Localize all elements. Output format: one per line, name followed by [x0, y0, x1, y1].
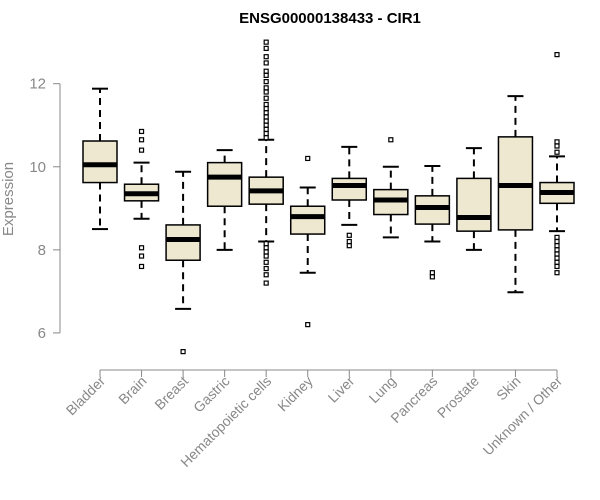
outlier-point — [554, 251, 560, 257]
box-group — [373, 137, 409, 239]
box-series — [82, 39, 575, 355]
outlier-point — [263, 110, 269, 116]
outlier-point — [138, 137, 145, 143]
iqr-box — [206, 161, 243, 207]
box-group — [206, 149, 243, 251]
outlier-point — [554, 247, 560, 253]
outlier-point — [138, 263, 145, 270]
outlier-point — [429, 270, 435, 276]
outlier-point — [263, 45, 269, 51]
outlier-point — [263, 95, 269, 101]
outlier-point — [554, 143, 560, 149]
iqr-box — [456, 177, 492, 232]
outlier-point — [138, 147, 145, 153]
outlier-point — [554, 52, 560, 58]
outlier-point — [263, 241, 269, 247]
box-group — [165, 170, 201, 355]
outlier-point — [263, 135, 269, 141]
outlier-point — [346, 238, 352, 245]
outlier-point — [263, 68, 269, 74]
box-group — [248, 39, 284, 286]
outlier-point — [263, 280, 269, 286]
x-tick-label: Bladder — [63, 373, 109, 419]
x-tick-label: Kidney — [274, 373, 316, 415]
x-tick-label: Skin — [493, 373, 524, 404]
outlier-point — [263, 253, 269, 259]
outlier-point — [429, 274, 435, 280]
iqr-box — [289, 205, 326, 235]
outlier-point — [263, 126, 269, 132]
x-tick-label: Unknown / Other — [480, 373, 566, 459]
x-tick-label: Liver — [325, 373, 358, 406]
outlier-point — [263, 85, 269, 91]
outlier-point — [554, 149, 560, 155]
outlier-point — [554, 263, 560, 270]
outlier-point — [263, 72, 269, 78]
outlier-point — [554, 238, 560, 245]
outlier-point — [346, 243, 352, 249]
y-axis: 6 8 10 12 — [29, 76, 61, 342]
x-tick-label: Breast — [151, 373, 191, 413]
outlier-point — [263, 60, 269, 66]
outlier-point — [263, 265, 269, 272]
outlier-point — [138, 128, 145, 135]
outlier-point — [554, 139, 560, 145]
y-axis-label: Expression — [0, 162, 17, 236]
outlier-point — [554, 243, 560, 249]
iqr-box — [331, 177, 368, 201]
box-group — [289, 155, 326, 328]
iqr-box — [82, 140, 118, 184]
y-tick-label: 12 — [29, 76, 46, 93]
outlier-point — [263, 54, 269, 60]
x-tick-label: Brain — [115, 373, 149, 407]
box-group — [414, 164, 451, 280]
box-group — [82, 87, 118, 231]
outlier-point — [263, 114, 269, 120]
outlier-point — [263, 39, 269, 45]
y-tick-label: 10 — [29, 159, 46, 176]
outlier-point — [263, 249, 269, 255]
outlier-point — [388, 137, 394, 143]
box-group — [456, 147, 492, 251]
outlier-point — [305, 155, 311, 162]
box-group — [497, 95, 534, 294]
box-group — [331, 145, 368, 249]
outlier-point — [263, 272, 269, 278]
outlier-point — [263, 89, 269, 95]
outlier-point — [263, 101, 269, 108]
box-group — [123, 128, 160, 270]
x-tick-label: Lung — [366, 373, 399, 406]
outlier-point — [138, 245, 145, 251]
y-tick-label: 8 — [38, 242, 46, 259]
outlier-point — [263, 106, 269, 112]
box-group — [539, 52, 575, 276]
iqr-box — [165, 224, 201, 261]
outlier-point — [138, 253, 145, 259]
outlier-point — [554, 234, 560, 240]
outlier-point — [263, 79, 269, 85]
x-tick-label: Prostate — [434, 373, 482, 421]
chart-title: ENSG00000138433 - CIR1 — [239, 10, 421, 27]
outlier-point — [554, 270, 560, 276]
outlier-point — [263, 245, 269, 251]
outlier-point — [554, 259, 560, 265]
outlier-point — [263, 122, 269, 128]
outlier-point — [263, 259, 269, 265]
outlier-point — [554, 255, 560, 261]
outlier-point — [263, 118, 269, 124]
y-tick-label: 6 — [38, 325, 46, 342]
outlier-point — [180, 349, 186, 355]
outlier-point — [263, 130, 269, 137]
outlier-point — [346, 232, 352, 238]
outlier-point — [305, 322, 311, 328]
